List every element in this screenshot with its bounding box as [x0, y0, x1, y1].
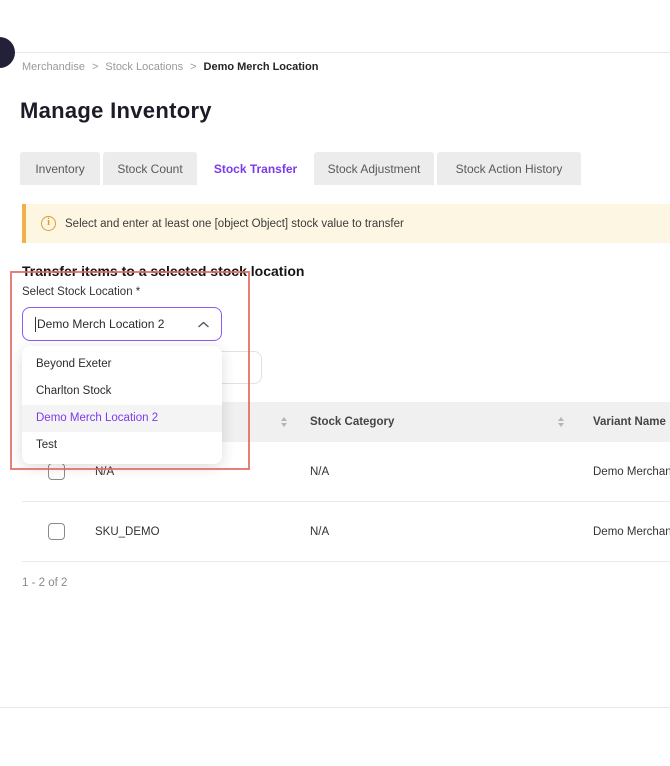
breadcrumb-separator: >: [190, 61, 197, 73]
table-row: SKU_DEMO N/A Demo Merchand: [22, 502, 670, 562]
warning-banner-text: Select and enter at least one [object Ob…: [65, 217, 404, 230]
dropdown-option-charlton-stock[interactable]: Charlton Stock: [36, 385, 112, 397]
table-header-variant-name-label: Variant Name: [593, 416, 666, 428]
bottom-divider: [0, 707, 670, 708]
text-cursor: [35, 316, 36, 332]
chevron-up-icon: [198, 321, 209, 327]
dropdown-option-test[interactable]: Test: [36, 439, 58, 451]
table-header-sku: [78, 417, 295, 427]
sku-cell: N/A: [95, 465, 115, 478]
top-divider: [0, 52, 670, 53]
pagination-status: 1 - 2 of 2: [22, 577, 68, 589]
stock-location-field-label: Select Stock Location *: [22, 286, 141, 298]
breadcrumb-separator: >: [91, 61, 99, 73]
variant-name-cell: Demo Merchand: [593, 525, 670, 538]
warning-banner: i Select and enter at least one [object …: [22, 204, 670, 243]
stock-location-dropdown: Beyond Exeter Charlton Stock Demo Merch …: [22, 346, 222, 464]
breadcrumb-item-merchandise[interactable]: Merchandise: [22, 61, 85, 73]
tab-stock-adjustment[interactable]: Stock Adjustment: [314, 152, 434, 185]
stock-category-cell: N/A: [310, 465, 330, 478]
breadcrumb-item-current: Demo Merch Location: [203, 61, 319, 73]
tab-inventory[interactable]: Inventory: [20, 152, 100, 185]
tab-bar: Inventory Stock Count Stock Transfer Sto…: [20, 152, 581, 185]
floating-circle-button[interactable]: [0, 37, 15, 68]
tab-stock-action-history[interactable]: Stock Action History: [437, 152, 581, 185]
tab-stock-transfer[interactable]: Stock Transfer: [200, 152, 311, 185]
info-circle-icon: i: [41, 216, 56, 231]
sort-icon[interactable]: [558, 417, 564, 427]
dropdown-option-beyond-exeter[interactable]: Beyond Exeter: [36, 358, 112, 370]
tab-stock-count[interactable]: Stock Count: [103, 152, 197, 185]
breadcrumb: Merchandise > Stock Locations > Demo Mer…: [22, 61, 318, 73]
breadcrumb-item-stock-locations[interactable]: Stock Locations: [105, 61, 184, 73]
table-header-stock-category: Stock Category: [295, 416, 575, 428]
stock-location-select-value: Demo Merch Location 2: [37, 317, 165, 331]
stock-location-select[interactable]: Demo Merch Location 2: [22, 307, 222, 341]
dropdown-option-demo-merch-location-2[interactable]: Demo Merch Location 2: [22, 405, 222, 432]
table-header-stock-category-label: Stock Category: [310, 416, 395, 428]
row-checkbox-cell: [22, 463, 78, 480]
sort-icon[interactable]: [281, 417, 287, 427]
row-checkbox[interactable]: [48, 463, 65, 480]
row-checkbox[interactable]: [48, 523, 65, 540]
table-header-variant-name: Variant Name: [575, 416, 670, 428]
page-title: Manage Inventory: [20, 98, 212, 123]
sku-cell: SKU_DEMO: [95, 525, 160, 538]
row-checkbox-cell: [22, 523, 78, 540]
stock-category-cell: N/A: [310, 525, 330, 538]
transfer-section-heading: Transfer items to a selected stock locat…: [22, 263, 305, 279]
variant-name-cell: Demo Merchand: [593, 465, 670, 478]
